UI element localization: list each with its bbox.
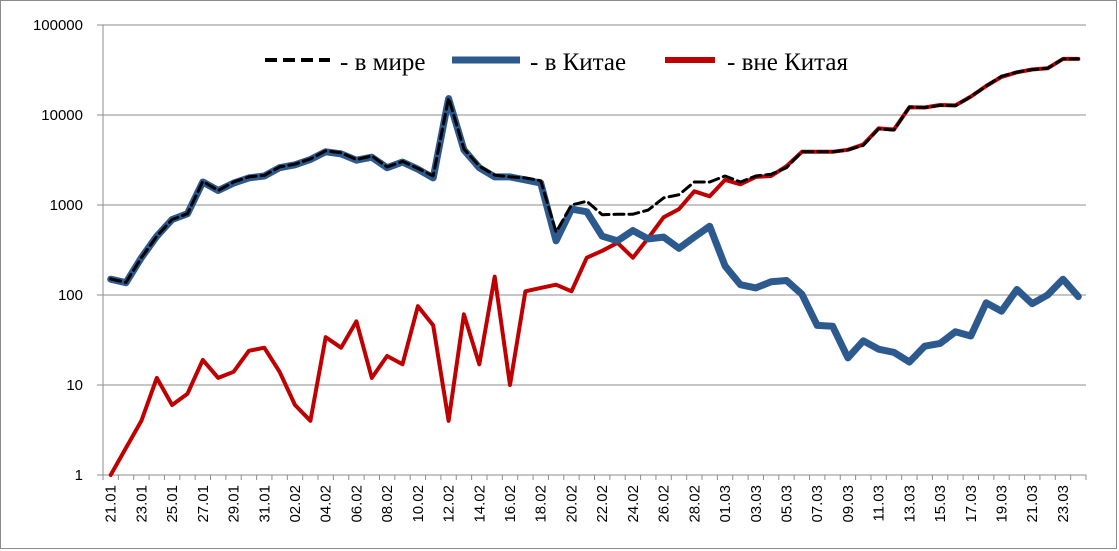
legend-label-world: - в мире xyxy=(340,49,425,76)
legend-label-outside-china: - вне Китая xyxy=(727,49,848,76)
x-tick-label: 08.02 xyxy=(379,485,396,523)
x-tick-label: 19.03 xyxy=(994,485,1011,523)
y-tick-label: 1000 xyxy=(50,197,83,214)
x-tick-label: 31.01 xyxy=(256,485,273,523)
x-tick-label: 05.03 xyxy=(778,485,795,523)
x-tick-label: 21.03 xyxy=(1024,485,1041,523)
y-tick-label: 10 xyxy=(66,377,83,394)
x-tick-label: 23.03 xyxy=(1055,485,1072,523)
legend: - в мире - в Китае - вне Китая xyxy=(265,49,848,76)
x-tick-label: 28.02 xyxy=(686,485,703,523)
x-tick-label: 24.02 xyxy=(625,485,642,523)
y-axis-ticks: 1 10 100 1000 10000 100000 xyxy=(33,17,103,484)
y-tick-label: 10000 xyxy=(41,107,83,124)
x-tick-label: 07.03 xyxy=(809,485,826,523)
x-tick-label: 03.03 xyxy=(748,485,765,523)
x-tick-label: 27.01 xyxy=(195,485,212,523)
y-tick-label: 100 xyxy=(58,287,83,304)
x-tick-label: 04.02 xyxy=(318,485,335,523)
x-tick-label: 09.03 xyxy=(840,485,857,523)
x-tick-label: 26.02 xyxy=(656,485,673,523)
x-tick-label: 13.03 xyxy=(901,485,918,523)
x-tick-label: 15.03 xyxy=(932,485,949,523)
x-tick-label: 06.02 xyxy=(348,485,365,523)
y-tick-label: 100000 xyxy=(33,17,83,34)
x-tick-label: 02.02 xyxy=(287,485,304,523)
axes xyxy=(102,25,1086,476)
x-tick-label: 10.02 xyxy=(410,485,427,523)
x-tick-label: 14.02 xyxy=(471,485,488,523)
x-tick-label: 18.02 xyxy=(533,485,550,523)
x-tick-label: 22.02 xyxy=(594,485,611,523)
series-line-1 xyxy=(107,95,1082,366)
x-tick-label: 17.03 xyxy=(963,485,980,523)
legend-label-china: - в Китае xyxy=(530,49,626,76)
x-tick-label: 23.01 xyxy=(133,485,150,523)
x-tick-label: 01.03 xyxy=(717,485,734,523)
x-tick-label: 11.03 xyxy=(871,485,888,521)
series-line-2 xyxy=(108,56,1081,477)
x-tick-label: 29.01 xyxy=(226,485,243,523)
x-tick-label: 25.01 xyxy=(164,485,181,523)
x-tick-label: 21.01 xyxy=(103,485,120,523)
y-tick-label: 1 xyxy=(75,467,83,484)
x-axis-ticks: 21.01 23.01 25.01 27.01 29.01 31.01 02.02 04.02… xyxy=(102,475,1087,523)
x-tick-label: 12.02 xyxy=(441,485,458,523)
x-tick-label: 20.02 xyxy=(563,485,580,523)
gridlines xyxy=(103,24,1086,386)
x-tick-label: 16.02 xyxy=(502,485,519,523)
series-line-0 xyxy=(109,57,1080,284)
series-lines xyxy=(107,56,1082,477)
